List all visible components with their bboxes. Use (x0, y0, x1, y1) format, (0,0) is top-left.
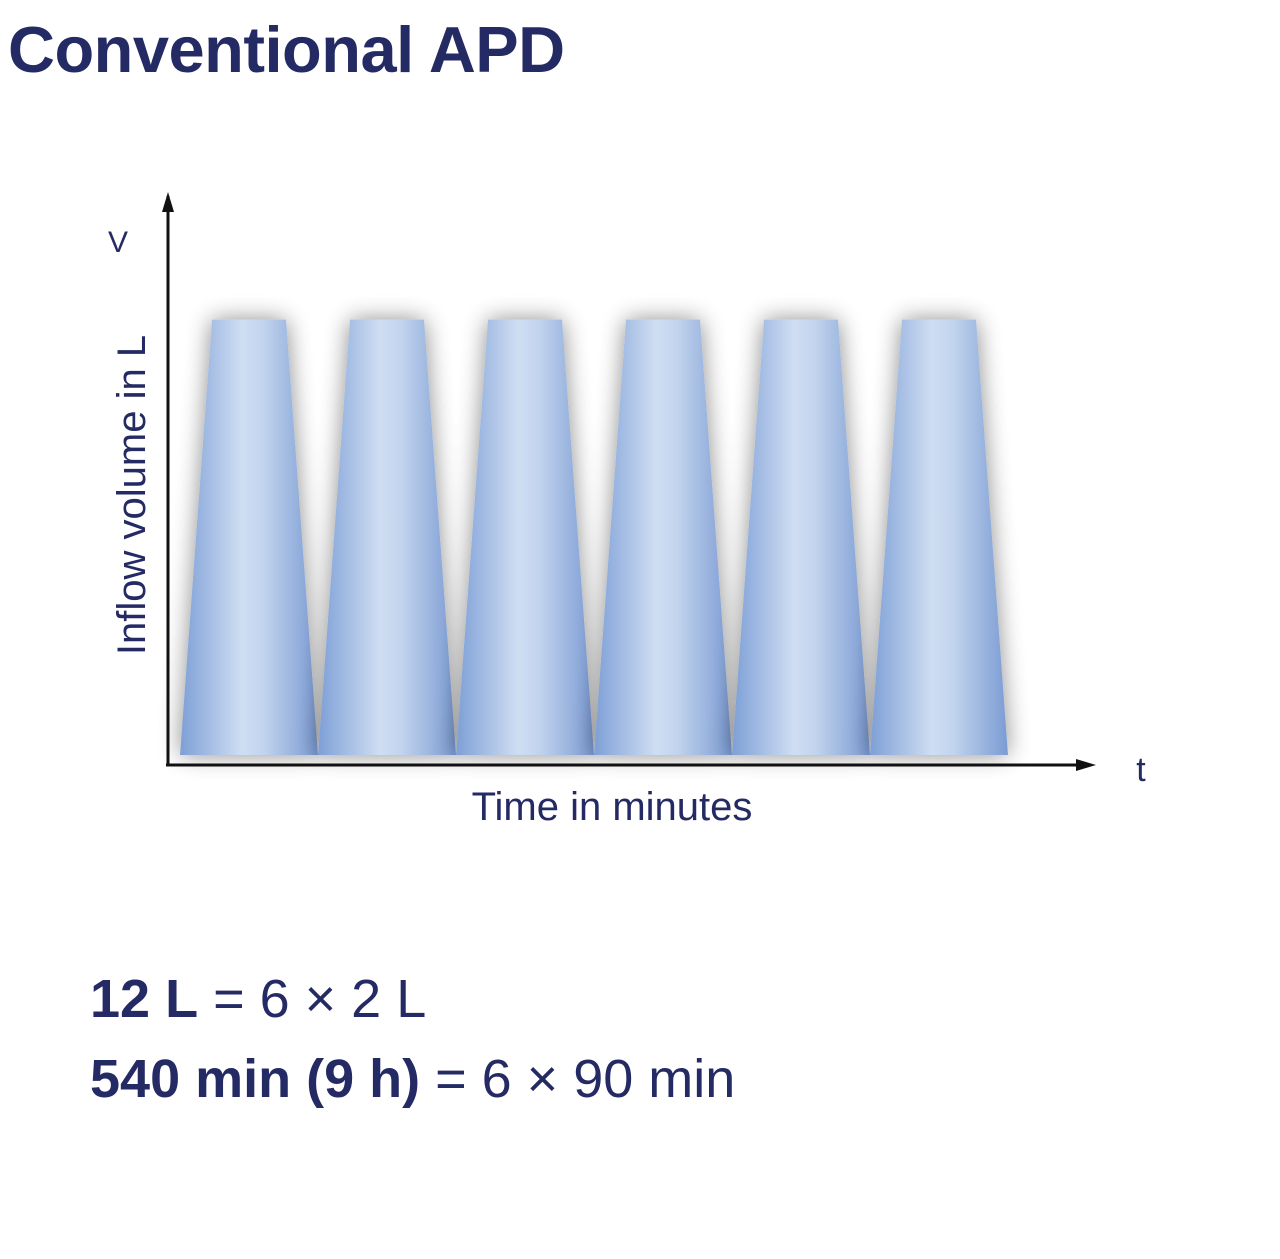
bars-group (180, 319, 1008, 755)
chart: V t Inflow volume in L Time in minutes (108, 192, 1146, 829)
bar-cycle-5 (732, 319, 870, 755)
duration-equation: 540 min (9 h) = 6 × 90 min (90, 1048, 735, 1110)
volume-breakdown: = 6 × 2 L (198, 969, 427, 1029)
bar-cycle-1 (180, 319, 318, 755)
duration-total: 540 min (9 h) (90, 1049, 421, 1109)
x-axis-label: Time in minutes (472, 785, 753, 829)
bar-cycle-3 (456, 319, 594, 755)
x-axis-arrowhead (1076, 759, 1096, 771)
bar-cycle-4 (594, 319, 732, 755)
x-axis-symbol: t (1136, 751, 1146, 789)
bar-cycle-2 (318, 319, 456, 755)
volume-equation: 12 L = 6 × 2 L (90, 968, 426, 1030)
page-title: Conventional APD (8, 13, 565, 86)
duration-breakdown: = 6 × 90 min (420, 1049, 736, 1109)
y-axis-label: Inflow volume in L (110, 335, 154, 655)
volume-total: 12 L (90, 969, 199, 1029)
y-axis-symbol: V (108, 226, 128, 259)
bar-cycle-6 (870, 319, 1008, 755)
y-axis-arrowhead (162, 192, 174, 212)
